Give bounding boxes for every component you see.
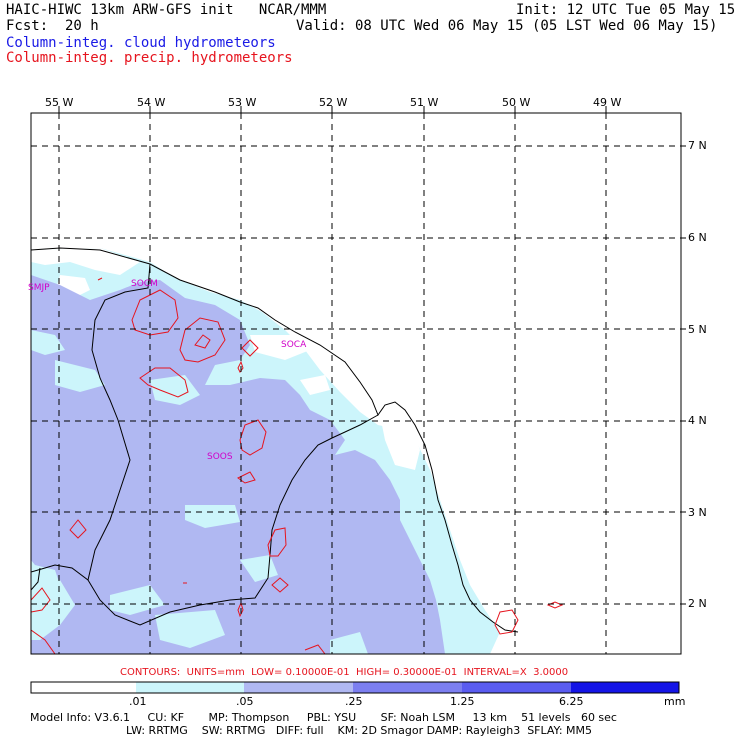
lon-label: 54 W [137,96,166,109]
lon-label: 53 W [228,96,257,109]
cloud-field-light [31,248,500,654]
colorbar-label: .05 [236,695,254,708]
legend-cloud: Column-integ. cloud hydrometeors [6,35,276,51]
legend-precip: Column-integ. precip. hydrometeors [6,50,293,66]
header-forecast: Fcst: 20 h [6,18,99,34]
lon-label: 52 W [319,96,348,109]
lon-label: 50 W [502,96,531,109]
lat-label: 6 N [688,231,707,244]
station-label: SOOS [207,452,233,462]
lat-lon-grid [31,113,681,654]
model-info-line2: LW: RRTMG SW: RRTMG DIFF: full KM: 2D Sm… [126,724,592,737]
cloud-field-medium [31,275,445,654]
lon-label: 49 W [593,96,622,109]
contours-label: CONTOURS: UNITS=mm LOW= 0.10000E-01 HIGH… [120,667,569,678]
station-label: SOCM [131,279,158,289]
coastline [31,247,519,633]
precip-contours [31,277,564,654]
header-title: HAIC-HIWC 13km ARW-GFS init NCAR/MMM [6,2,327,18]
lat-label: 7 N [688,139,707,152]
colorbar-label: .25 [345,695,363,708]
colorbar-label: .01 [129,695,147,708]
lat-label: 3 N [688,506,707,519]
lon-label: 55 W [45,96,74,109]
border-line [31,263,151,581]
colorbar-unit: mm [664,695,686,708]
model-info-line1: Model Info: V3.6.1 CU: KF MP: Thompson P… [30,711,617,724]
colorbar [30,681,680,694]
lat-label: 2 N [688,597,707,610]
lon-label: 51 W [410,96,439,109]
colorbar-label: 6.25 [559,695,584,708]
header-valid: Valid: 08 UTC Wed 06 May 15 (05 LST Wed … [296,18,718,34]
header-init: Init: 12 UTC Tue 05 May 15 [516,2,736,18]
station-label: SOCA [281,340,307,350]
station-label: SMJP [28,283,50,293]
colorbar-label: 1.25 [450,695,475,708]
lat-label: 5 N [688,323,707,336]
lat-label: 4 N [688,414,707,427]
